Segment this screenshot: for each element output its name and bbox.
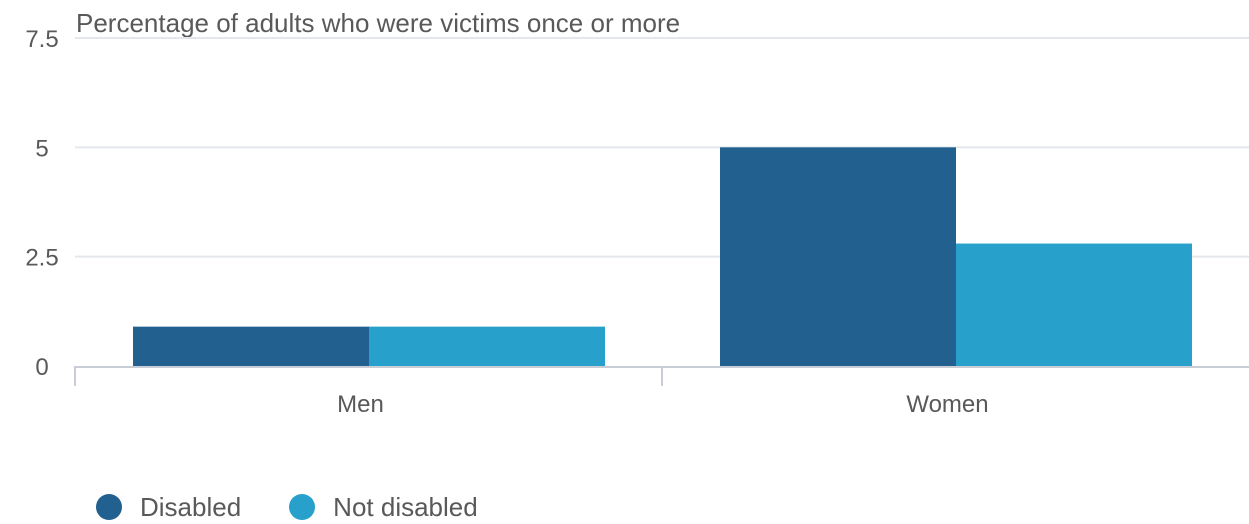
- legend-item-not-disabled[interactable]: Not disabled: [289, 492, 478, 523]
- chart-title: Percentage of adults who were victims on…: [76, 8, 680, 38]
- legend-item-disabled[interactable]: Disabled: [96, 492, 241, 523]
- bars: [133, 147, 1192, 366]
- x-axis-tick-labels: Men Women: [337, 391, 988, 418]
- y-tick-label: 7.5: [25, 26, 58, 53]
- bar-not-disabled-men[interactable]: [369, 326, 605, 366]
- bar-disabled-women[interactable]: [720, 147, 956, 366]
- y-tick-label: 2.5: [25, 245, 58, 272]
- y-axis-tick-labels: 0 2.5 5 7.5: [25, 26, 58, 381]
- legend-label-disabled: Disabled: [140, 491, 242, 522]
- bar-disabled-men[interactable]: [133, 326, 369, 366]
- x-axis: [74, 366, 1249, 386]
- x-tick-label: Men: [337, 391, 384, 418]
- x-tick-label: Women: [906, 391, 988, 418]
- gridlines: [75, 37, 1249, 258]
- y-tick-label: 5: [35, 135, 48, 162]
- legend-swatch-disabled: [96, 494, 122, 520]
- legend-swatch-not-disabled: [289, 494, 316, 520]
- y-tick-label: 0: [35, 354, 48, 381]
- legend: Disabled Not disabled: [96, 490, 526, 524]
- legend-label-not-disabled: Not disabled: [333, 491, 478, 522]
- bar-not-disabled-women[interactable]: [956, 243, 1192, 366]
